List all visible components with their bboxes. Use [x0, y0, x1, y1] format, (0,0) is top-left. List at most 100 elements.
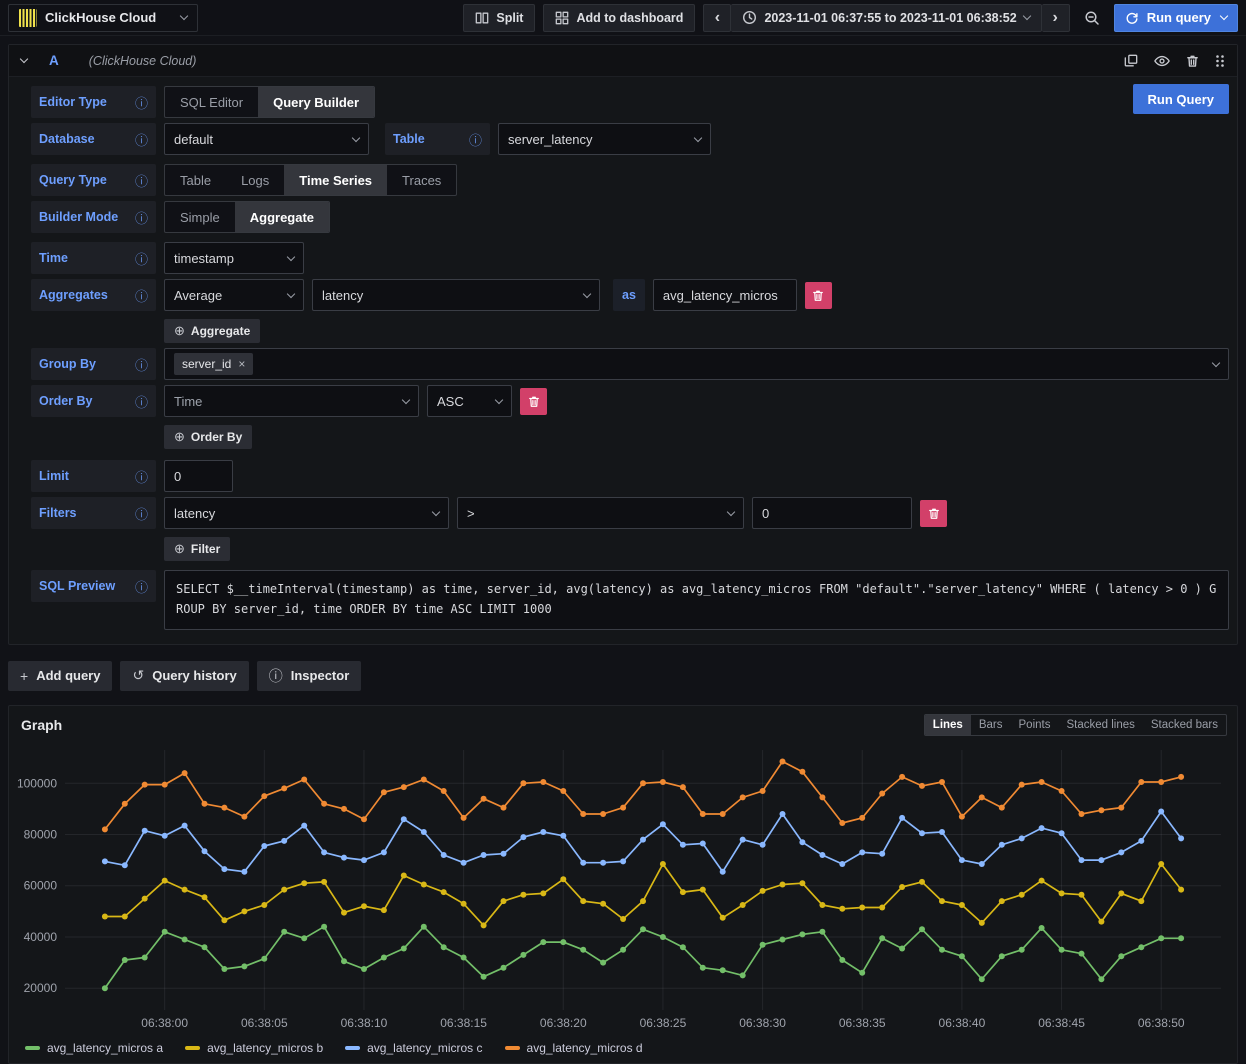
duplicate-query-icon[interactable] — [1124, 54, 1138, 68]
remove-filter-button[interactable] — [920, 500, 947, 527]
chevron-down-icon — [287, 289, 295, 297]
chevron-down-icon — [694, 133, 702, 141]
info-icon[interactable]: ⓘ — [135, 249, 148, 268]
chevron-down-icon — [180, 12, 188, 20]
as-chip: as — [613, 279, 645, 311]
legend-item[interactable]: avg_latency_micros d — [505, 1041, 643, 1055]
info-icon[interactable]: ⓘ — [135, 286, 148, 305]
legend-item[interactable]: avg_latency_micros c — [345, 1041, 482, 1055]
svg-text:06:38:00: 06:38:00 — [141, 1016, 188, 1030]
collapse-chevron-icon[interactable] — [20, 55, 28, 63]
graph-mode-points[interactable]: Points — [1011, 715, 1059, 735]
time-range-picker[interactable]: 2023-11-01 06:37:55 to 2023-11-01 06:38:… — [731, 4, 1041, 32]
hide-response-eye-icon[interactable] — [1154, 54, 1170, 68]
add-filter-button[interactable]: ⊕Filter — [164, 537, 230, 561]
builder-mode-option-aggregate[interactable]: Aggregate — [235, 202, 329, 232]
graph-mode-stacked-lines[interactable]: Stacked lines — [1058, 715, 1142, 735]
query-ref-id: A — [49, 53, 59, 68]
group-by-chip[interactable]: server_id× — [174, 353, 253, 375]
remove-order-by-button[interactable] — [520, 388, 547, 415]
trash-icon — [928, 507, 940, 520]
graph-mode-lines[interactable]: Lines — [925, 715, 971, 735]
legend-swatch-icon — [345, 1046, 360, 1050]
table-label: Tableⓘ — [385, 123, 490, 155]
info-icon[interactable]: ⓘ — [135, 130, 148, 149]
remove-query-trash-icon[interactable] — [1186, 54, 1199, 68]
query-type-option-traces[interactable]: Traces — [387, 165, 456, 195]
editor-type-option-query-builder[interactable]: Query Builder — [258, 87, 374, 117]
remove-chip-icon[interactable]: × — [238, 357, 245, 371]
svg-text:06:38:10: 06:38:10 — [341, 1016, 388, 1030]
add-query-button[interactable]: +Add query — [8, 661, 112, 691]
aggregate-column-select[interactable]: latency — [312, 279, 600, 311]
datasource-name: ClickHouse Cloud — [45, 10, 173, 25]
sql-preview-text: SELECT $__timeInterval(timestamp) as tim… — [164, 570, 1229, 630]
graph-mode-segmented: Lines Bars Points Stacked lines Stacked … — [924, 714, 1227, 736]
remove-aggregate-button[interactable] — [805, 282, 832, 309]
query-type-option-time-series[interactable]: Time Series — [284, 165, 387, 195]
chevron-down-icon — [287, 252, 295, 260]
add-aggregate-button[interactable]: ⊕Aggregate — [164, 319, 260, 343]
time-range-back-button[interactable]: ‹ — [703, 4, 731, 32]
plus-circle-icon: ⊕ — [174, 429, 185, 445]
filter-operator-select[interactable]: > — [457, 497, 744, 529]
svg-text:06:38:25: 06:38:25 — [640, 1016, 687, 1030]
editor-type-option-sql-editor[interactable]: SQL Editor — [165, 87, 258, 117]
filter-value-input[interactable] — [752, 497, 912, 529]
info-icon[interactable]: ⓘ — [135, 392, 148, 411]
chevron-down-icon — [727, 507, 735, 515]
order-by-direction-select[interactable]: ASC — [427, 385, 512, 417]
group-by-multiselect[interactable]: server_id× — [164, 348, 1229, 380]
chevron-down-icon — [402, 395, 410, 403]
graph-panel-title: Graph — [21, 717, 62, 733]
query-header: A (ClickHouse Cloud) — [9, 45, 1237, 77]
chevron-down-icon — [1220, 12, 1228, 20]
info-icon[interactable]: ⓘ — [135, 577, 148, 596]
svg-text:40000: 40000 — [24, 930, 58, 944]
database-label: Databaseⓘ — [31, 123, 156, 155]
svg-text:06:38:15: 06:38:15 — [440, 1016, 487, 1030]
database-select[interactable]: default — [164, 123, 369, 155]
query-body: Run Query Editor Typeⓘ SQL Editor Query … — [9, 77, 1237, 644]
drag-handle-icon[interactable] — [1215, 54, 1225, 68]
query-type-option-table[interactable]: Table — [165, 165, 226, 195]
run-query-button[interactable]: Run query — [1114, 4, 1238, 32]
aggregate-function-select[interactable]: Average — [164, 279, 304, 311]
plus-icon: + — [20, 668, 28, 684]
builder-mode-option-simple[interactable]: Simple — [165, 202, 235, 232]
legend-item[interactable]: avg_latency_micros a — [25, 1041, 163, 1055]
datasource-picker[interactable]: ClickHouse Cloud — [8, 4, 198, 32]
info-icon[interactable]: ⓘ — [135, 355, 148, 374]
editor-type-segmented: SQL Editor Query Builder — [164, 86, 375, 118]
info-icon[interactable]: ⓘ — [135, 93, 148, 112]
add-order-by-button[interactable]: ⊕Order By — [164, 425, 252, 449]
info-icon[interactable]: ⓘ — [469, 130, 482, 149]
limit-input[interactable] — [164, 460, 233, 492]
legend-item[interactable]: avg_latency_micros b — [185, 1041, 323, 1055]
refresh-icon — [1125, 11, 1139, 25]
info-icon[interactable]: ⓘ — [135, 171, 148, 190]
info-icon[interactable]: ⓘ — [135, 504, 148, 523]
svg-text:06:38:30: 06:38:30 — [739, 1016, 786, 1030]
filter-field-select[interactable]: latency — [164, 497, 449, 529]
zoom-out-button[interactable] — [1078, 4, 1106, 32]
order-by-field-select[interactable]: Time — [164, 385, 419, 417]
info-icon[interactable]: ⓘ — [135, 208, 148, 227]
time-range-forward-button[interactable]: › — [1042, 4, 1070, 32]
sql-preview-label: SQL Previewⓘ — [31, 570, 156, 602]
graph-mode-stacked-bars[interactable]: Stacked bars — [1143, 715, 1226, 735]
table-select[interactable]: server_latency — [498, 123, 711, 155]
query-datasource-hint: (ClickHouse Cloud) — [89, 54, 197, 68]
editor-run-query-button[interactable]: Run Query — [1133, 84, 1229, 114]
inspector-button[interactable]: ⓘInspector — [257, 661, 362, 691]
plus-circle-icon: ⊕ — [174, 323, 185, 339]
time-column-select[interactable]: timestamp — [164, 242, 304, 274]
split-button[interactable]: Split — [463, 4, 535, 32]
query-type-option-logs[interactable]: Logs — [226, 165, 284, 195]
aggregate-alias-input[interactable] — [653, 279, 797, 311]
info-icon[interactable]: ⓘ — [135, 467, 148, 486]
query-history-button[interactable]: ↺Query history — [120, 661, 248, 691]
add-to-dashboard-button[interactable]: Add to dashboard — [543, 4, 695, 32]
graph-mode-bars[interactable]: Bars — [971, 715, 1011, 735]
legend-label: avg_latency_micros b — [207, 1041, 323, 1055]
